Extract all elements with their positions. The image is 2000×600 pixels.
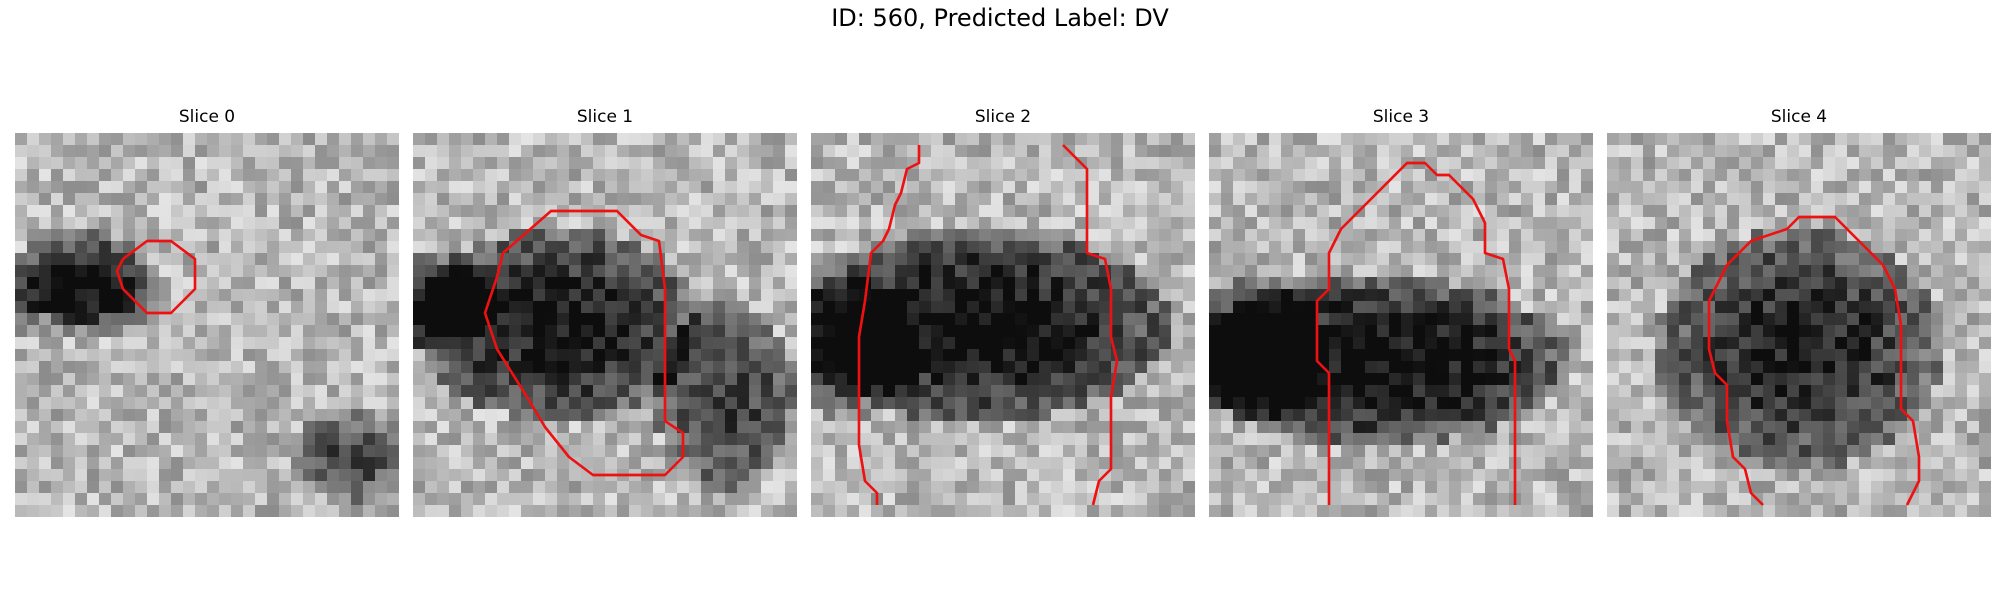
segmentation-contour — [115, 239, 197, 315]
slice-panel-1: Slice 1 — [413, 107, 797, 523]
slice-image — [811, 133, 1195, 517]
slice-panel-0: Slice 0 — [15, 107, 399, 523]
slice-title: Slice 0 — [178, 107, 236, 127]
slice-title: Slice 3 — [1372, 107, 1430, 127]
slice-title: Slice 2 — [974, 107, 1032, 127]
figure-title: ID: 560, Predicted Label: DV — [831, 4, 1169, 32]
segmentation-contour — [1315, 161, 1517, 505]
slice-image — [413, 133, 797, 517]
slice-title: Slice 4 — [1770, 107, 1828, 127]
slice-panel-4: Slice 4 — [1607, 107, 1991, 523]
segmentation-contour — [1062, 144, 1119, 506]
segmentation-contour — [857, 145, 921, 505]
slice-title: Slice 1 — [576, 107, 634, 127]
slice-panel-2: Slice 2 — [811, 107, 1195, 523]
segmentation-contour — [1707, 215, 1921, 506]
segmentation-contour — [483, 209, 685, 477]
slice-panel-3: Slice 3 — [1209, 107, 1593, 523]
slice-image — [1209, 133, 1593, 517]
slice-image — [1607, 133, 1991, 517]
slice-image — [15, 133, 399, 517]
